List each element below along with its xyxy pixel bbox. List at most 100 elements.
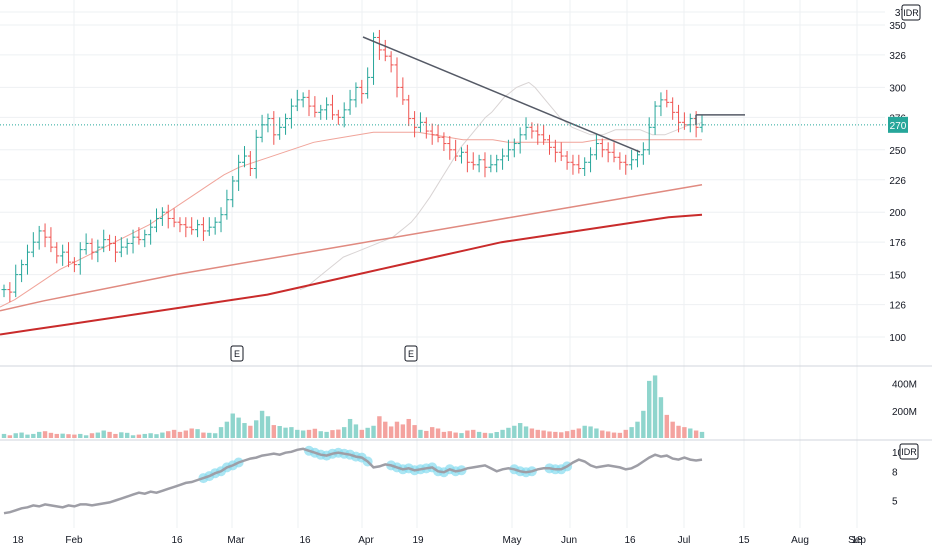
volume-bar: [312, 428, 318, 438]
volume-bar: [207, 432, 212, 438]
volume-bar: [242, 423, 247, 438]
volume-axis-tick-label: 200M: [892, 407, 917, 418]
time-axis-tick-label: Feb: [65, 535, 83, 546]
volume-bar: [289, 427, 294, 438]
volume-bar: [412, 425, 417, 438]
volume-bar: [160, 432, 165, 438]
volume-bar: [664, 414, 670, 438]
volume-bar: [19, 432, 24, 438]
volume-bar: [201, 432, 206, 438]
moving-average-line: [299, 81, 703, 291]
volume-bar: [142, 433, 147, 438]
last-price-tag-label: 270: [890, 121, 907, 132]
volume-bar: [101, 430, 106, 438]
time-axis-tick-label: Jun: [561, 535, 577, 546]
price-axis-tick-label: 150: [889, 271, 906, 282]
time-axis-tick-label: Aug: [791, 535, 809, 546]
volume-bar: [459, 433, 464, 438]
volume-bar: [42, 431, 48, 438]
volume-bar: [564, 431, 570, 438]
volume-bar: [400, 424, 406, 438]
volume-bar: [248, 425, 253, 438]
volume-bar: [453, 432, 458, 438]
indicator-axis-tick-label: 5: [892, 497, 898, 508]
volume-bar: [535, 429, 540, 438]
volume-bar: [271, 425, 277, 438]
volume-bar: [576, 428, 582, 438]
volume-bar: [195, 429, 200, 438]
volume-bar: [60, 433, 65, 438]
volume-bar: [600, 430, 605, 438]
volume-bar: [36, 431, 42, 438]
volume-bar: [670, 421, 675, 438]
volume-bar: [652, 375, 658, 438]
last-price-tag-box: [888, 116, 908, 133]
volume-bar: [124, 432, 130, 438]
volume-bar: [394, 421, 400, 438]
volume-bar: [265, 416, 271, 438]
volume-bar: [611, 432, 617, 438]
volume-bar: [529, 428, 535, 438]
time-axis-tick-label: May: [503, 535, 522, 546]
volume-bar: [388, 426, 394, 438]
volume-bar: [365, 427, 370, 438]
volume-bar: [623, 429, 628, 438]
volume-bar: [588, 426, 593, 438]
volume-bar: [25, 434, 30, 438]
volume-bar: [13, 433, 18, 438]
indicator-currency-tag-label: IDR: [901, 447, 917, 457]
time-axis-tick-label: Sep: [848, 535, 866, 546]
volume-bar: [254, 420, 259, 438]
volume-bar: [658, 397, 664, 438]
volume-bar: [547, 431, 552, 438]
indicator-line: [3, 447, 703, 515]
volume-bar: [605, 431, 611, 438]
volume-bar: [7, 435, 13, 438]
price-axis-tick-label: 37: [895, 8, 907, 19]
earnings-marker: [404, 345, 418, 362]
volume-bar: [212, 433, 218, 438]
earnings-marker-label: E: [234, 349, 240, 359]
volume-bar: [418, 429, 423, 438]
volume-bar: [166, 431, 171, 438]
volume-bar: [512, 425, 517, 438]
time-axis-tick-label: 16: [624, 535, 636, 546]
volume-bar: [66, 434, 71, 438]
volume-bar: [306, 429, 312, 438]
volume-bar: [359, 429, 364, 438]
earnings-marker: [230, 345, 244, 362]
volume-bar: [429, 427, 435, 438]
volume-bar: [353, 424, 359, 438]
volume-bar: [699, 431, 705, 438]
volume-bar: [617, 432, 623, 438]
volume-bar: [541, 430, 546, 438]
indicator-axis-tick-label: 8: [892, 467, 898, 478]
volume-bar: [383, 421, 388, 438]
volume-bar: [570, 429, 576, 438]
volume-bar: [171, 429, 177, 438]
moving-average-line: [0, 183, 703, 312]
currency-tag-box: [901, 4, 921, 21]
price-axis-tick-label: 176: [889, 238, 906, 249]
volume-bar: [54, 433, 59, 438]
volume-axis-tick-label: 400M: [892, 380, 917, 391]
volume-bar: [230, 413, 235, 438]
volume-bar: [629, 427, 634, 438]
volume-bar: [465, 430, 470, 438]
time-axis-tick-label: 18: [12, 535, 24, 546]
volume-bar: [582, 425, 587, 438]
volume-bar: [78, 433, 83, 438]
volume-bar: [48, 432, 54, 438]
volume-bar: [523, 426, 529, 438]
volume-bar: [72, 434, 77, 438]
time-axis-tick-label: Mar: [227, 535, 245, 546]
price-axis-tick-label: 126: [889, 301, 906, 312]
moving-average-line: [0, 213, 703, 336]
volume-bar: [506, 427, 511, 438]
price-axis-tick-label: 226: [889, 176, 906, 187]
price-axis-tick-label: 300: [889, 83, 906, 94]
volume-bar: [559, 432, 564, 438]
volume-bar: [277, 426, 282, 438]
